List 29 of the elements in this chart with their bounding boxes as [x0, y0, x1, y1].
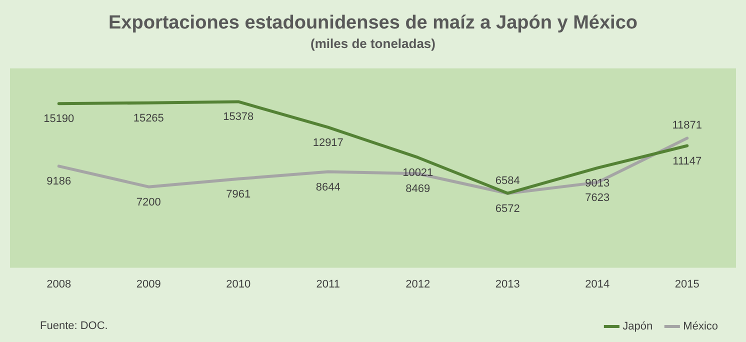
data-label: 6584: [495, 174, 520, 187]
x-tick-label: 2009: [136, 278, 161, 290]
data-label: 15190: [44, 113, 74, 126]
data-label: 6572: [495, 202, 520, 215]
x-tick-label: 2015: [674, 278, 700, 290]
x-tick-label: 2014: [585, 278, 610, 290]
x-tick-label: 2008: [46, 278, 72, 290]
data-label: 11871: [672, 120, 702, 132]
data-label: 9013: [585, 177, 610, 190]
data-label: 15265: [133, 112, 164, 124]
data-label: 9186: [46, 176, 72, 188]
data-label: 7200: [136, 196, 161, 208]
data-label: 7623: [585, 192, 610, 204]
data-label: 11147: [672, 155, 702, 168]
chart-subtitle: (miles de toneladas): [310, 36, 436, 52]
x-tick-label: 2010: [226, 278, 251, 290]
data-label: 7961: [226, 188, 251, 200]
x-tick-label: 2011: [316, 278, 340, 290]
chart-title: Exportaciones estadounidenses de maíz a Japón y México: [108, 12, 638, 34]
legend-label: Japón: [622, 320, 653, 333]
data-label: 12917: [312, 136, 344, 149]
x-tick-label: 2013: [495, 278, 520, 290]
x-tick-label: 2012: [406, 278, 430, 290]
legend-label: México: [683, 320, 718, 333]
data-label: 8644: [316, 181, 340, 194]
data-label: 15378: [223, 111, 254, 124]
data-label: 8469: [406, 183, 430, 196]
data-label: 10021: [402, 167, 434, 179]
source-note: Fuente: DOC.: [40, 320, 108, 332]
